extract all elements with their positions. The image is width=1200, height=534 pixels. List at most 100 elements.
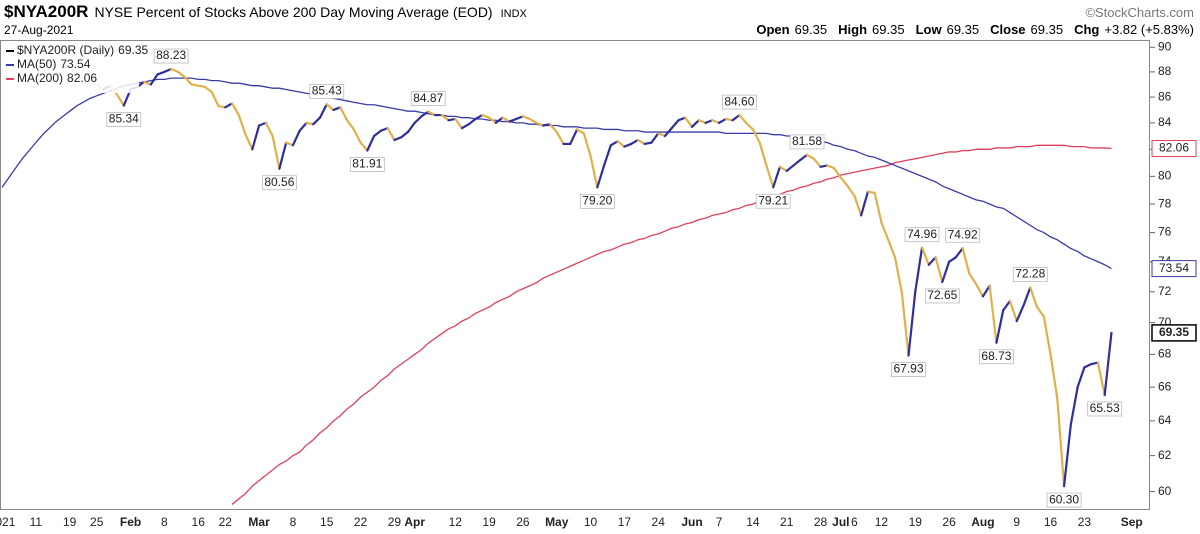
price-segment [765,164,775,189]
price-segment [1042,315,1052,356]
price-segment [1029,286,1039,309]
price-segment [717,117,727,124]
x-tick-label: 15 [320,515,334,529]
value-label: 79.20 [582,194,612,208]
price-segment [515,115,525,121]
price-segment [1015,304,1025,323]
legend-name: $NYA200R (Daily) [17,43,114,57]
x-tick-label: 19 [909,515,923,529]
price-segment [751,128,761,144]
price-segment [115,93,125,107]
value-label-box [755,193,791,209]
x-tick-label: Aug [971,515,994,529]
value-label: 72.65 [927,288,957,302]
price-segment [657,132,667,138]
x-tick-label: 17 [618,515,632,529]
legend-value: 69.35 [118,43,148,57]
value-label-box [349,157,385,172]
x-tick-label: 25 [90,515,104,529]
last-value-label: 69.35 [1159,325,1189,339]
price-segment [975,283,985,298]
price-segment [893,256,903,293]
price-segment [609,140,619,147]
price-segment [670,119,680,130]
value-label: 79.21 [758,193,788,207]
y-tick-label: 80 [1158,169,1172,183]
price-segment [778,165,788,172]
x-tick-label: 23 [1078,515,1092,529]
price-segment [907,290,917,357]
price-segment [420,110,430,118]
price-segment [745,121,755,131]
price-segment [298,121,308,132]
price-segment [400,130,410,139]
price-segment [447,117,457,122]
x-tick-label: 7 [716,515,723,529]
ma-line [1,77,1112,270]
value-label: 85.43 [312,84,342,98]
x-tick-label: 16 [1044,515,1058,529]
value-label-box [153,48,189,64]
x-tick-label: Feb [120,515,141,529]
price-segment [535,121,545,127]
price-segment [650,132,660,144]
price-segment [508,117,518,123]
price-segment [981,284,991,298]
price-segment [271,134,281,170]
legend-box [3,43,139,93]
price-segment [237,113,247,136]
value-label: 74.96 [907,227,937,241]
price-segment [203,85,213,94]
price-segment [677,116,687,122]
price-segment [149,73,159,86]
value-label: 85.34 [109,112,139,126]
price-segment [345,119,355,131]
price-segment [406,121,416,134]
price-segment [393,136,403,142]
header-row: $NYA200R NYSE Percent of Stocks Above 20… [4,2,1194,22]
x-tick-label: 24 [652,515,666,529]
price-segment [555,130,565,146]
quote: Open 69.35 High 69.35 Low 69.35 Close 69.35 Chg +… [750,22,1194,37]
x-tick-label: 19 [63,515,77,529]
price-segment [839,176,849,188]
price-segment [183,75,193,86]
price-segment [826,164,836,170]
value-label: 80.56 [264,175,294,189]
price-segment [156,70,166,76]
price-segment [1103,331,1113,397]
price-segment [366,134,376,152]
price-segment [1022,286,1032,307]
price-segment [542,123,552,127]
price-segment [474,113,484,121]
price-segment [636,138,646,146]
price-segment [954,247,964,259]
value-label-box [309,83,345,99]
price-segment [697,119,707,124]
x-tick-label: Jun [681,515,702,529]
price-segment [704,119,714,124]
price-segment [934,256,944,284]
x-tick-label: May [545,515,569,529]
price-segment [291,129,301,147]
quote-value: 69.35 [794,22,828,37]
price-segment [427,110,437,117]
price-segment [947,256,957,263]
price-segment [528,117,538,124]
x-tick-label: 8 [290,515,297,529]
price-segment [772,165,782,189]
price-segment [163,67,173,74]
value-label: 67.93 [893,362,923,376]
value-label-box [1046,492,1082,508]
quote-label: Open [756,22,790,37]
value-label-box [106,112,142,127]
x-tick-label: 6 [851,515,858,529]
value-label: 81.58 [792,134,822,148]
price-segment [494,116,504,124]
x-tick-label: Sep [1121,515,1143,529]
price-segment [359,141,369,152]
price-segment [217,104,227,109]
quote-value: 69.35 [946,22,980,37]
quote-value: +3.82 (+5.83%) [1104,22,1194,37]
price-segment [819,164,829,168]
